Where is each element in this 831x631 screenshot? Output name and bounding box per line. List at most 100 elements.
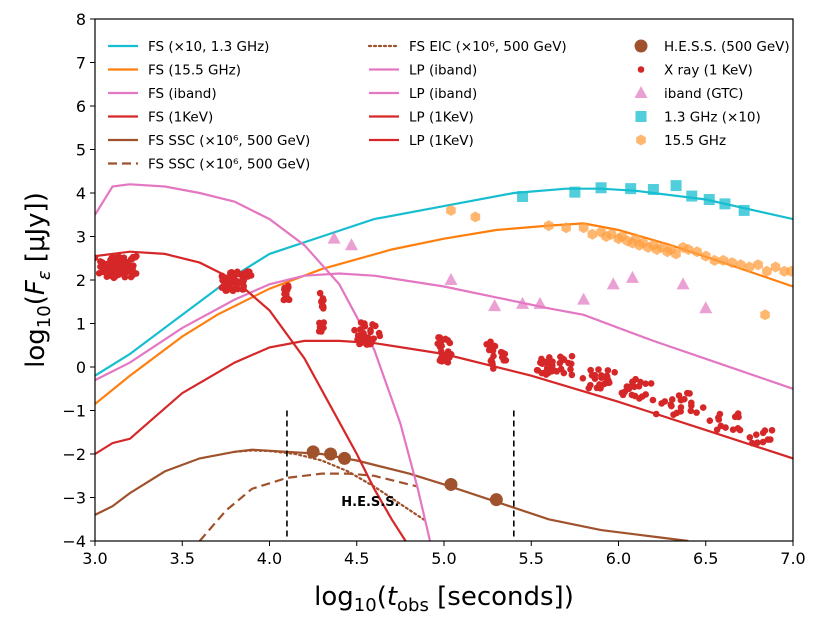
xray-point-330 — [681, 395, 688, 403]
y-tick-label-5: 1 — [76, 315, 86, 334]
15-5-ghz-point-27 — [709, 254, 720, 266]
15-5-ghz-point-5 — [587, 228, 598, 240]
legend: FS (×10, 1.3 GHz) FS (15.5 GHz) FS (iband)… — [108, 39, 790, 173]
xray-point-143 — [247, 272, 255, 279]
1-3-ghz-10-point-7 — [703, 194, 715, 206]
xray-point-326 — [668, 402, 675, 410]
xray-point-353 — [746, 434, 754, 441]
x-tick-label-1: 3.5 — [170, 549, 195, 568]
xray-point-310 — [629, 378, 637, 385]
legend-marker-col3-4 — [636, 134, 646, 146]
legend-label-col1-0: FS (×10, 1.3 GHz) — [148, 39, 269, 55]
xray-point-334 — [686, 390, 693, 397]
legend-label-col3-0: H.E.S.S. (500 GeV) — [664, 39, 790, 55]
legend-marker-col3-1 — [637, 66, 645, 73]
legend-label-col2-0: FS EIC (×10⁶, 500 GeV) — [409, 39, 567, 55]
xray-point-340 — [706, 417, 714, 425]
xray-point-262 — [545, 354, 553, 361]
xray-point-318 — [649, 396, 657, 404]
y-tick-label-11: 7 — [76, 54, 86, 73]
15-5-ghz-point-1 — [470, 211, 481, 223]
xray-point-298 — [604, 379, 612, 387]
xray-point-189 — [359, 335, 366, 343]
xray-point-301 — [618, 389, 626, 397]
xray-point-335 — [687, 399, 695, 407]
xray-point-272 — [567, 366, 574, 373]
series-layer — [95, 183, 793, 541]
15-5-ghz-point-29 — [727, 257, 737, 269]
h-e-s-s-500-gev-point-3 — [444, 477, 458, 491]
xray-point-89 — [128, 270, 136, 278]
series-line-lp-iband-7 — [95, 183, 432, 541]
xray-point-69 — [116, 254, 124, 262]
iband-gtc-point-3 — [488, 299, 502, 312]
xray-point-171 — [320, 324, 327, 332]
h-e-s-s-500-gev-point-1 — [324, 447, 338, 461]
xray-point-275 — [568, 352, 576, 360]
1-3-ghz-10-point-4 — [647, 184, 659, 196]
15-5-ghz-point-25 — [692, 246, 702, 258]
xray-point-211 — [438, 342, 445, 350]
y-tick-label-9: 5 — [76, 141, 86, 160]
xray-point-322 — [669, 396, 676, 403]
1-3-ghz-10-point-2 — [595, 182, 607, 194]
xray-point-315 — [642, 380, 649, 388]
15-5-ghz-point-32 — [753, 259, 763, 271]
xray-point-281 — [585, 384, 593, 392]
iband-gtc-point-5 — [533, 296, 547, 309]
series-line-fs-ssc-10-500-gev-5 — [198, 472, 419, 541]
y-tick-label-10: 6 — [76, 97, 86, 116]
1-3-ghz-10-point-0 — [517, 190, 529, 202]
xray-point-345 — [722, 424, 729, 431]
iband-gtc-point-8 — [625, 270, 639, 283]
iband-gtc-point-7 — [606, 277, 620, 290]
xray-point-332 — [677, 404, 685, 411]
legend-label-col3-3: 1.3 GHz (×10) — [664, 110, 761, 126]
xray-point-359 — [759, 438, 767, 446]
legend-label-col2-1: LP (iband) — [409, 63, 477, 79]
x-axis-label: log10(tobs [seconds]) — [314, 582, 574, 616]
y-tick-label-12: 8 — [76, 10, 86, 29]
xray-point-336 — [693, 409, 700, 416]
y-tick-label-3: −1 — [62, 402, 86, 421]
xray-point-234 — [490, 352, 497, 360]
xray-point-276 — [567, 360, 575, 368]
h-e-s-s-500-gev-point-0 — [306, 445, 320, 459]
15-5-ghz-point-0 — [446, 204, 456, 216]
xray-point-352 — [734, 425, 742, 432]
xray-point-362 — [768, 426, 776, 434]
xray-point-285 — [595, 366, 602, 373]
xray-point-354 — [749, 439, 756, 447]
xray-point-243 — [501, 350, 509, 358]
series-line-fs-eic-10-500-gev-6 — [233, 449, 428, 523]
xray-point-175 — [351, 326, 358, 334]
y-tick-label-6: 2 — [76, 271, 86, 290]
iband-gtc-point-2 — [444, 273, 458, 285]
xray-point-297 — [611, 368, 618, 376]
xray-point-99 — [218, 272, 226, 280]
legend-label-col1-1: FS (15.5 GHz) — [148, 63, 241, 79]
iband-gtc-point-6 — [577, 292, 591, 305]
xray-point-304 — [626, 383, 633, 391]
legend-label-col3-4: 15.5 GHz — [664, 133, 726, 149]
xray-point-273 — [568, 371, 576, 379]
iband-gtc-point-1 — [345, 238, 359, 251]
xray-point-277 — [579, 374, 587, 382]
xray-point-68 — [121, 273, 129, 281]
xray-point-319 — [652, 410, 660, 418]
xray-point-270 — [560, 356, 568, 363]
x-tick-label-2: 4.0 — [257, 549, 282, 568]
xray-point-21 — [99, 268, 107, 276]
xray-point-174 — [320, 319, 328, 326]
xray-point-350 — [731, 413, 739, 421]
xray-point-170 — [320, 296, 327, 304]
legend-label-col1-2: FS (iband) — [148, 86, 217, 102]
xray-point-258 — [542, 371, 550, 378]
1-3-ghz-10-point-9 — [738, 204, 750, 216]
marker-layer — [95, 180, 793, 507]
xray-point-355 — [752, 431, 760, 438]
legend-label-col1-3: FS (1KeV) — [148, 110, 213, 126]
x-tick-label-3: 4.5 — [344, 549, 369, 568]
xray-point-280 — [587, 366, 594, 374]
legend-label-col2-2: LP (iband) — [409, 86, 477, 102]
